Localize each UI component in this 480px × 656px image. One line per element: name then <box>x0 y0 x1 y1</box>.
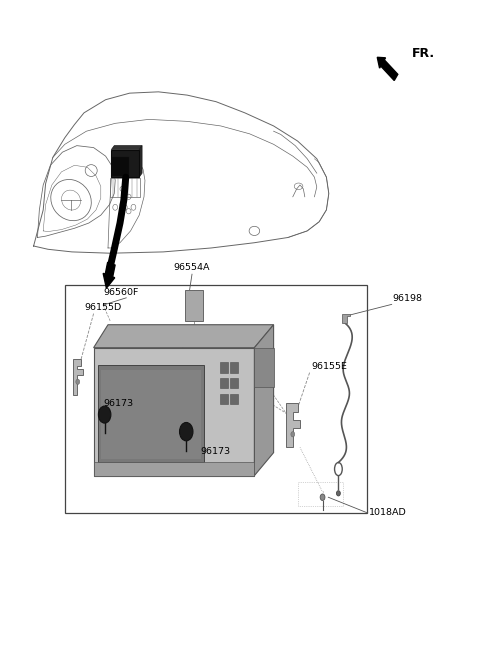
Bar <box>230 362 238 373</box>
Bar <box>230 378 238 388</box>
Polygon shape <box>139 146 142 177</box>
Ellipse shape <box>291 432 295 437</box>
Bar <box>254 348 274 387</box>
Bar <box>110 178 140 197</box>
Polygon shape <box>94 325 274 348</box>
Polygon shape <box>254 325 274 476</box>
Bar <box>185 290 203 321</box>
Bar <box>220 378 228 388</box>
Bar <box>98 365 204 462</box>
Bar <box>298 482 343 506</box>
Bar <box>220 394 228 404</box>
Text: 96198: 96198 <box>393 294 422 303</box>
Text: 96173: 96173 <box>201 447 231 457</box>
FancyArrow shape <box>377 57 398 81</box>
Ellipse shape <box>76 379 80 384</box>
Bar <box>112 157 129 176</box>
Polygon shape <box>73 359 83 395</box>
Text: 96173: 96173 <box>103 399 133 408</box>
Ellipse shape <box>336 491 340 496</box>
Polygon shape <box>94 348 254 476</box>
Ellipse shape <box>320 494 325 501</box>
Bar <box>111 150 139 177</box>
Text: 1018AD: 1018AD <box>369 508 407 518</box>
Text: 96155E: 96155E <box>311 361 347 371</box>
Bar <box>230 394 238 404</box>
Polygon shape <box>286 403 300 447</box>
Ellipse shape <box>180 422 193 441</box>
FancyArrow shape <box>103 262 115 288</box>
Bar <box>65 285 367 513</box>
Text: 96560F: 96560F <box>103 287 139 297</box>
Polygon shape <box>342 314 350 323</box>
Ellipse shape <box>98 406 111 423</box>
Bar <box>101 370 201 459</box>
Text: FR.: FR. <box>412 47 435 60</box>
Bar <box>94 462 254 476</box>
Bar <box>220 362 228 373</box>
Polygon shape <box>111 146 142 150</box>
Text: 96554A: 96554A <box>174 263 210 272</box>
Text: 96155D: 96155D <box>84 303 121 312</box>
